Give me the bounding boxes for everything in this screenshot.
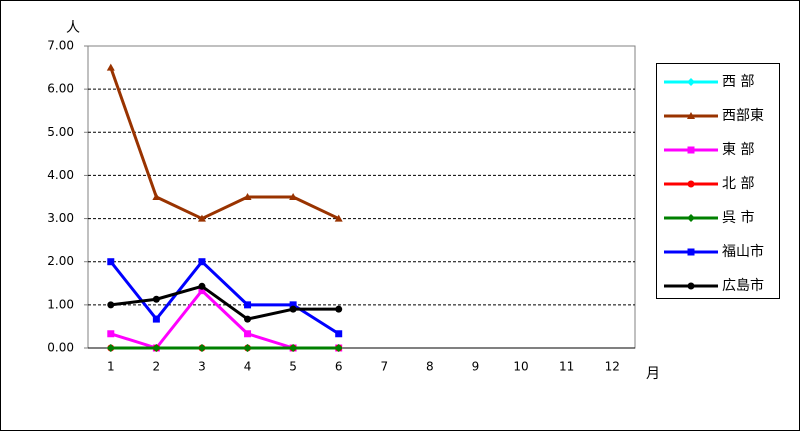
x-tick-label: 12 [605,360,620,374]
legend-label: 呉 市 [722,209,754,226]
marker [687,214,695,222]
marker [107,258,115,266]
marker [243,344,252,352]
marker [687,112,695,119]
y-tick-label: 5.00 [47,125,74,139]
marker [335,330,343,338]
marker [198,282,206,290]
x-tick-label: 8 [426,360,434,374]
legend-label: 西 部 [722,74,754,90]
marker [243,193,252,200]
marker [244,330,252,338]
legend-label: 広島市 [722,277,764,294]
marker [152,315,160,323]
x-tick-label: 9 [472,360,480,374]
marker [687,282,695,290]
marker [687,78,695,86]
x-tick-label: 7 [380,360,388,374]
y-axis-label: 人 [66,20,80,36]
y-tick-label: 2.00 [47,254,74,268]
marker [107,301,115,309]
x-tick-label: 1 [107,360,115,374]
marker [334,214,343,222]
x-tick-label: 5 [289,360,297,374]
marker [289,193,298,200]
x-tick-label: 10 [513,360,528,374]
marker [289,344,298,352]
plot-area [87,45,636,349]
y-tick-label: 3.00 [47,211,74,225]
y-tick-label: 4.00 [47,168,74,182]
legend [656,63,780,299]
y-tick-label: 1.00 [47,297,74,311]
x-tick-label: 4 [244,360,252,374]
marker [152,295,160,303]
legend-label: 福山市 [722,243,764,260]
marker [198,287,206,295]
marker [107,330,115,338]
marker [152,193,161,200]
marker [687,180,695,188]
x-tick-label: 6 [335,360,343,374]
marker [244,315,252,323]
marker [289,301,297,309]
legend-label: 東 部 [722,142,754,158]
x-tick-label: 2 [153,360,161,374]
legend-label: 西部東 [722,108,764,124]
series-line [109,67,340,221]
x-axis-label: 月 [646,366,660,382]
marker [335,305,343,313]
y-tick-label: 0.00 [47,341,74,355]
marker [334,344,343,352]
marker [197,214,206,222]
marker [289,305,297,313]
legend-label: 北 部 [722,176,754,192]
marker [687,248,695,256]
series-line [110,284,339,321]
y-tick-label: 7.00 [47,39,74,53]
marker [152,344,161,352]
marker [106,344,115,352]
marker [106,63,115,71]
x-tick-label: 3 [198,360,206,374]
marker [244,301,252,309]
marker [198,258,206,266]
y-tick-label: 6.00 [47,82,74,96]
marker [687,146,695,154]
marker [197,344,206,352]
x-tick-label: 11 [559,360,574,374]
